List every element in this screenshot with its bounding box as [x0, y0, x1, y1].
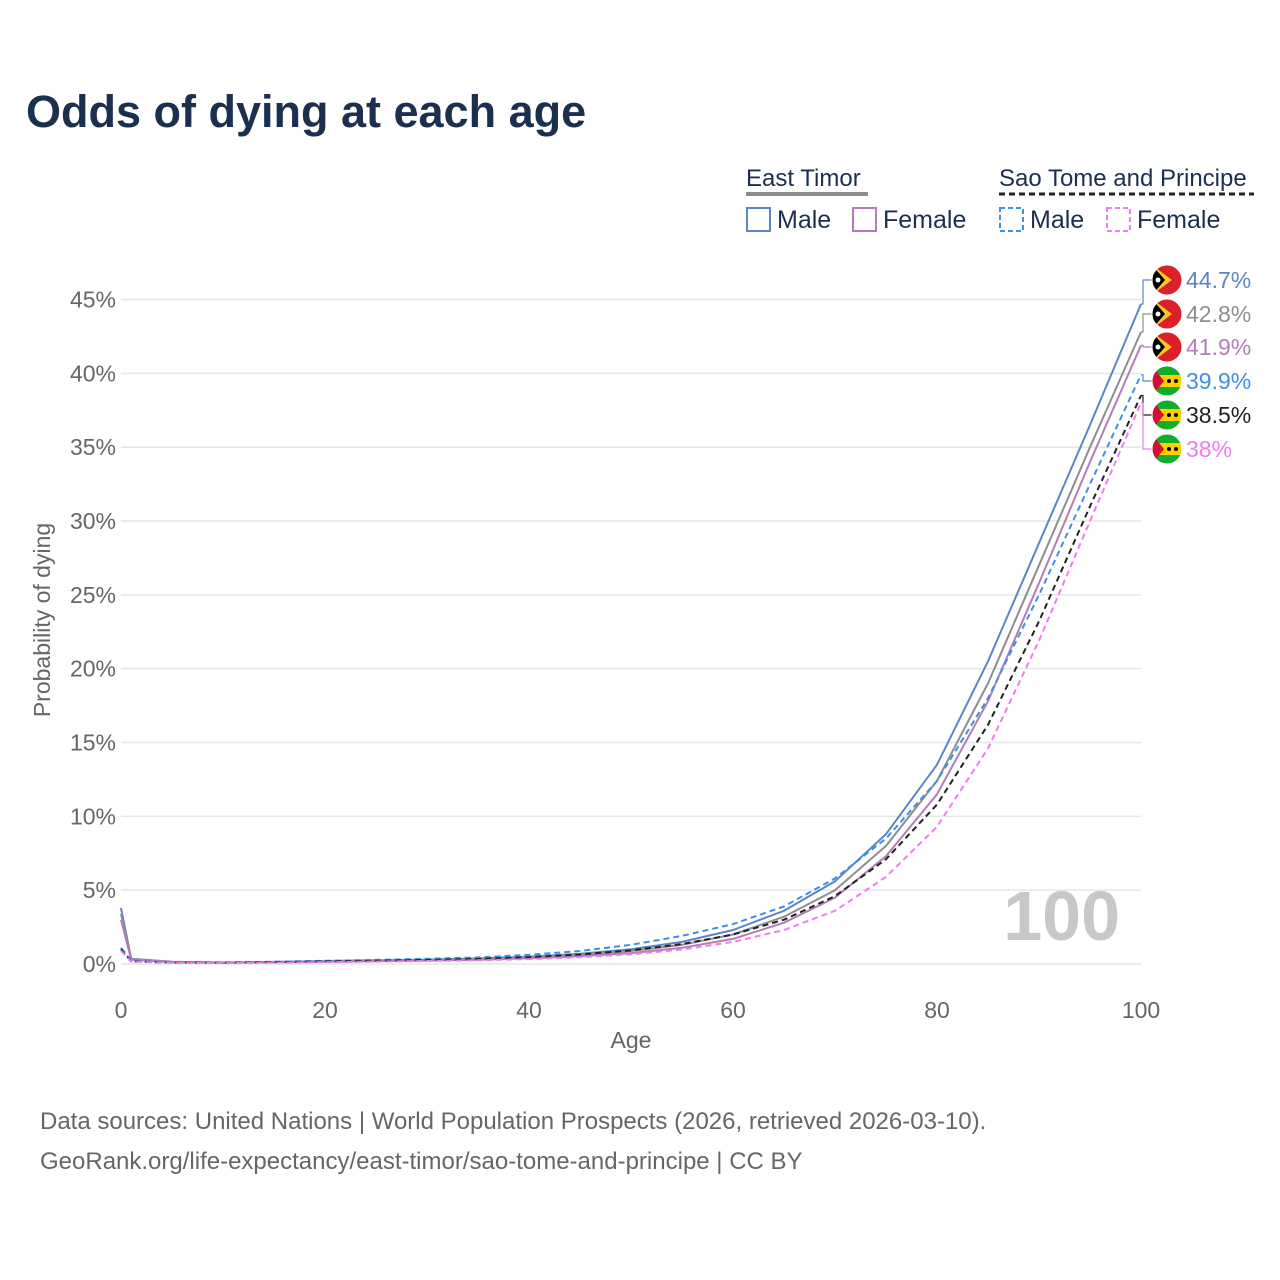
east-timor-flag-icon	[1151, 264, 1183, 296]
grid-lines	[121, 298, 1141, 965]
y-tick-label: 40%	[70, 360, 116, 386]
legend-group-sao-tome[interactable]: Sao Tome and Principe Male Female	[999, 165, 1254, 234]
series-line[interactable]	[120, 303, 1142, 964]
y-tick-label: 45%	[70, 287, 116, 313]
series-line[interactable]	[120, 395, 1142, 964]
east-timor-flag-icon	[1151, 298, 1183, 330]
chart: 0% 5% 10% 15% 20% 25% 30% 35% 40% 45% 0 20 40 60 80 10…	[29, 165, 1254, 1053]
end-value-label: 38.5%	[1186, 402, 1251, 428]
legend: East Timor Male Female Sao Tome and Prin…	[746, 165, 1254, 234]
footer-sources: Data sources: United Nations | World Pop…	[40, 1108, 987, 1135]
y-tick-label: 15%	[70, 730, 116, 756]
x-tick-label: 80	[924, 997, 950, 1023]
end-value-label: 41.9%	[1186, 334, 1251, 360]
legend-swatch-east-timor-male[interactable]	[746, 207, 771, 232]
y-tick-label: 35%	[70, 434, 116, 460]
y-tick-label: 30%	[70, 508, 116, 534]
y-tick-label: 5%	[83, 877, 116, 903]
end-label-connector	[1141, 402, 1152, 450]
page-title: Odds of dying at each age	[26, 86, 587, 137]
end-label-connector	[1141, 374, 1152, 382]
legend-swatch-east-timor-female[interactable]	[852, 207, 877, 232]
y-axis: 0% 5% 10% 15% 20% 25% 30% 35% 40% 45%	[70, 287, 116, 977]
end-label-connector	[1141, 313, 1152, 333]
footer-url[interactable]: GeoRank.org/life-expectancy/east-timor/s…	[40, 1148, 803, 1175]
end-value-label: 38%	[1186, 436, 1232, 462]
x-axis: 0 20 40 60 80 100	[115, 997, 1161, 1023]
legend-group-label: East Timor	[746, 165, 861, 192]
x-tick-label: 40	[516, 997, 542, 1023]
sao-tome-flag-icon	[1151, 399, 1183, 431]
x-tick-label: 0	[115, 997, 128, 1023]
y-tick-label: 10%	[70, 803, 116, 829]
sao-tome-flag-icon	[1151, 433, 1183, 465]
end-label-connector	[1141, 279, 1152, 305]
end-label-connector	[1141, 344, 1152, 348]
end-value-label: 39.9%	[1186, 368, 1251, 394]
series-line[interactable]	[120, 344, 1142, 964]
end-value-label: 44.7%	[1186, 267, 1251, 293]
x-tick-label: 20	[312, 997, 338, 1023]
series-line[interactable]	[120, 402, 1142, 965]
x-axis-title: Age	[611, 1027, 652, 1053]
y-axis-title: Probability of dying	[29, 523, 55, 717]
sao-tome-flag-icon	[1151, 365, 1183, 397]
series-line[interactable]	[120, 331, 1142, 964]
legend-label-east-timor-male: Male	[777, 206, 831, 234]
legend-group-east-timor[interactable]: East Timor Male Female	[746, 165, 966, 234]
legend-label-stp-female: Female	[1137, 206, 1220, 234]
legend-swatch-stp-male[interactable]	[999, 207, 1024, 232]
year-watermark: 100	[1003, 877, 1120, 955]
y-tick-label: 0%	[83, 951, 116, 977]
legend-swatch-stp-female[interactable]	[1106, 207, 1131, 232]
x-tick-label: 60	[720, 997, 746, 1023]
end-labels: 44.7% 42.8% 41.9% 39.9% 38.5% 38%	[1141, 264, 1251, 465]
end-value-label: 42.8%	[1186, 301, 1251, 327]
x-tick-label: 100	[1122, 997, 1160, 1023]
legend-label-east-timor-female: Female	[883, 206, 966, 234]
legend-label-stp-male: Male	[1030, 206, 1084, 234]
series-lines	[120, 303, 1142, 965]
y-tick-label: 20%	[70, 656, 116, 682]
y-tick-label: 25%	[70, 582, 116, 608]
east-timor-flag-icon	[1151, 331, 1183, 363]
legend-group-label: Sao Tome and Principe	[999, 165, 1247, 192]
